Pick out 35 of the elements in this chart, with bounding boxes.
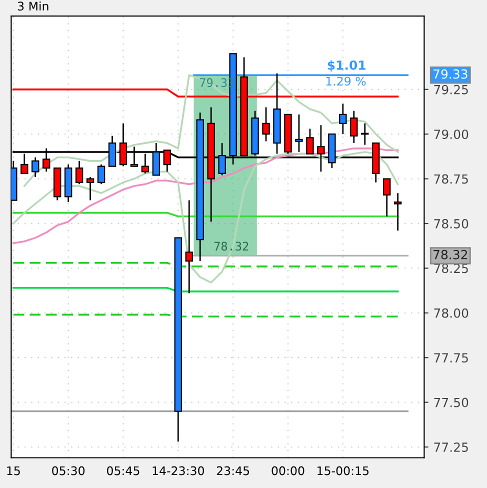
candlestick (339, 103, 347, 135)
candlestick (185, 200, 193, 294)
chart-title: 3 Min (18, 1, 48, 11)
candlestick (75, 160, 84, 185)
candlestick (86, 176, 94, 201)
x-tick-label: 05:45 (107, 466, 140, 476)
y-tick-label: 78.75 (434, 174, 468, 184)
annotation: 1.29 % (326, 76, 366, 86)
x-tick-label: 15-00:15 (318, 466, 369, 476)
y-tick-label: 77.25 (434, 442, 468, 452)
candlestick (350, 110, 358, 144)
candlestick (295, 114, 303, 153)
y-tick-label: 79.25 (434, 84, 468, 94)
candlestick (32, 156, 40, 178)
ref-line-label: 79.33 (434, 69, 468, 79)
candlestick (97, 164, 106, 185)
candlestick (306, 128, 314, 154)
x-tick-label: 05:30 (52, 466, 85, 476)
line-series (23, 74, 399, 187)
y-tick-label: 78.50 (434, 218, 468, 228)
x-tick-label: 00:00 (272, 466, 304, 476)
x-tick-label: 23:45 (216, 466, 250, 476)
x-tick-label: 15 (7, 466, 20, 476)
annotation: 78.32 (214, 242, 248, 251)
ref-line-label: 78.32 (434, 250, 468, 260)
candlestick (394, 192, 402, 232)
y-tick-label: 77.50 (434, 398, 468, 408)
y-tick-label: 78.00 (434, 308, 468, 318)
candlestick (382, 178, 391, 218)
annotation: $1.01 (328, 60, 366, 72)
y-tick-label: 78.25 (434, 264, 468, 274)
y-tick-label: 79.00 (434, 130, 468, 140)
candlestick (262, 106, 270, 142)
x-tick-label: 14-23:30 (152, 466, 204, 476)
y-tick-label: 77.75 (434, 353, 468, 363)
